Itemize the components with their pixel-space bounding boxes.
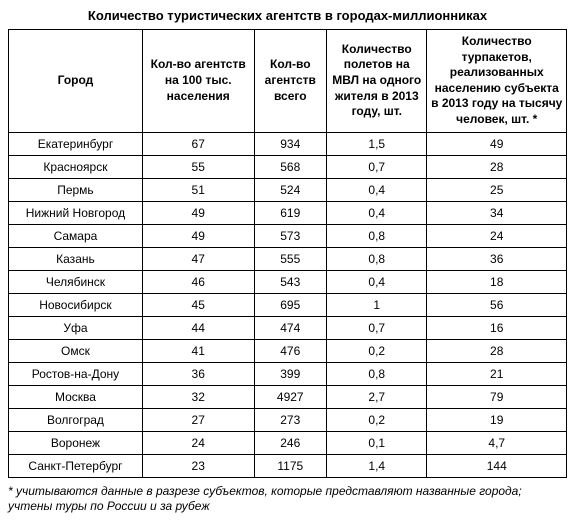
table-row: Ростов-на-Дону363990,821 bbox=[9, 362, 567, 385]
cell-flights: 1,5 bbox=[327, 132, 427, 155]
cell-city: Уфа bbox=[9, 316, 143, 339]
cell-flights: 0,7 bbox=[327, 155, 427, 178]
cell-total: 568 bbox=[254, 155, 327, 178]
cell-total: 543 bbox=[254, 270, 327, 293]
cell-total: 555 bbox=[254, 247, 327, 270]
table-row: Новосибирск45695156 bbox=[9, 293, 567, 316]
col-packages: Количество турпакетов, реализованных нас… bbox=[427, 30, 567, 133]
cell-flights: 1 bbox=[327, 293, 427, 316]
cell-flights: 0,1 bbox=[327, 431, 427, 454]
table-row: Самара495730,824 bbox=[9, 224, 567, 247]
col-per100k: Кол-во агентств на 100 тыс. населения bbox=[142, 30, 254, 133]
cell-packages: 56 bbox=[427, 293, 567, 316]
cell-city: Екатеринбург bbox=[9, 132, 143, 155]
cell-total: 399 bbox=[254, 362, 327, 385]
cell-total: 934 bbox=[254, 132, 327, 155]
cell-total: 476 bbox=[254, 339, 327, 362]
cell-per100k: 36 bbox=[142, 362, 254, 385]
cell-flights: 0,8 bbox=[327, 224, 427, 247]
cell-city: Самара bbox=[9, 224, 143, 247]
cell-city: Новосибирск bbox=[9, 293, 143, 316]
cell-city: Ростов-на-Дону bbox=[9, 362, 143, 385]
table-row: Санкт-Петербург2311751,4144 bbox=[9, 454, 567, 477]
cell-per100k: 27 bbox=[142, 408, 254, 431]
cell-packages: 24 bbox=[427, 224, 567, 247]
table-row: Волгоград272730,219 bbox=[9, 408, 567, 431]
cell-packages: 25 bbox=[427, 178, 567, 201]
cell-per100k: 24 bbox=[142, 431, 254, 454]
cell-per100k: 44 bbox=[142, 316, 254, 339]
cell-packages: 28 bbox=[427, 339, 567, 362]
cell-packages: 28 bbox=[427, 155, 567, 178]
cell-flights: 0,2 bbox=[327, 339, 427, 362]
cell-flights: 1,4 bbox=[327, 454, 427, 477]
cell-packages: 18 bbox=[427, 270, 567, 293]
cell-packages: 16 bbox=[427, 316, 567, 339]
cell-city: Санкт-Петербург bbox=[9, 454, 143, 477]
cell-total: 1175 bbox=[254, 454, 327, 477]
cell-city: Нижний Новгород bbox=[9, 201, 143, 224]
col-total: Кол-во агентств всего bbox=[254, 30, 327, 133]
cell-per100k: 45 bbox=[142, 293, 254, 316]
cell-flights: 0,4 bbox=[327, 270, 427, 293]
cell-flights: 2,7 bbox=[327, 385, 427, 408]
cell-flights: 0,7 bbox=[327, 316, 427, 339]
cell-per100k: 49 bbox=[142, 201, 254, 224]
table-row: Красноярск555680,728 bbox=[9, 155, 567, 178]
cell-flights: 0,4 bbox=[327, 201, 427, 224]
table-row: Пермь515240,425 bbox=[9, 178, 567, 201]
cell-packages: 79 bbox=[427, 385, 567, 408]
table-row: Нижний Новгород496190,434 bbox=[9, 201, 567, 224]
cell-city: Казань bbox=[9, 247, 143, 270]
cell-city: Омск bbox=[9, 339, 143, 362]
cell-flights: 0,2 bbox=[327, 408, 427, 431]
cell-total: 524 bbox=[254, 178, 327, 201]
cell-packages: 4,7 bbox=[427, 431, 567, 454]
cell-flights: 0,4 bbox=[327, 178, 427, 201]
cell-total: 246 bbox=[254, 431, 327, 454]
cell-packages: 36 bbox=[427, 247, 567, 270]
cell-city: Воронеж bbox=[9, 431, 143, 454]
cell-city: Красноярск bbox=[9, 155, 143, 178]
col-flights: Количество полетов на МВЛ на одного жите… bbox=[327, 30, 427, 133]
cell-city: Челябинск bbox=[9, 270, 143, 293]
header-row: Город Кол-во агентств на 100 тыс. населе… bbox=[9, 30, 567, 133]
cell-packages: 19 bbox=[427, 408, 567, 431]
table-row: Воронеж242460,14,7 bbox=[9, 431, 567, 454]
table-row: Уфа444740,716 bbox=[9, 316, 567, 339]
cell-flights: 0,8 bbox=[327, 247, 427, 270]
cell-city: Волгоград bbox=[9, 408, 143, 431]
cell-total: 695 bbox=[254, 293, 327, 316]
cell-total: 619 bbox=[254, 201, 327, 224]
table-row: Екатеринбург679341,549 bbox=[9, 132, 567, 155]
cell-flights: 0,8 bbox=[327, 362, 427, 385]
cell-packages: 21 bbox=[427, 362, 567, 385]
agencies-table: Город Кол-во агентств на 100 тыс. населе… bbox=[8, 29, 567, 478]
footnote: * учитываются данные в разрезе субъектов… bbox=[8, 484, 567, 515]
cell-per100k: 51 bbox=[142, 178, 254, 201]
cell-per100k: 46 bbox=[142, 270, 254, 293]
table-row: Челябинск465430,418 bbox=[9, 270, 567, 293]
cell-city: Москва bbox=[9, 385, 143, 408]
cell-total: 474 bbox=[254, 316, 327, 339]
cell-per100k: 23 bbox=[142, 454, 254, 477]
cell-per100k: 67 bbox=[142, 132, 254, 155]
cell-per100k: 41 bbox=[142, 339, 254, 362]
cell-total: 573 bbox=[254, 224, 327, 247]
cell-per100k: 47 bbox=[142, 247, 254, 270]
cell-city: Пермь bbox=[9, 178, 143, 201]
table-row: Омск414760,228 bbox=[9, 339, 567, 362]
table-row: Казань475550,836 bbox=[9, 247, 567, 270]
cell-packages: 34 bbox=[427, 201, 567, 224]
cell-per100k: 32 bbox=[142, 385, 254, 408]
cell-total: 4927 bbox=[254, 385, 327, 408]
table-row: Москва3249272,779 bbox=[9, 385, 567, 408]
cell-packages: 49 bbox=[427, 132, 567, 155]
cell-total: 273 bbox=[254, 408, 327, 431]
cell-per100k: 49 bbox=[142, 224, 254, 247]
cell-per100k: 55 bbox=[142, 155, 254, 178]
cell-packages: 144 bbox=[427, 454, 567, 477]
col-city: Город bbox=[9, 30, 143, 133]
table-title: Количество туристических агентств в горо… bbox=[8, 8, 567, 23]
